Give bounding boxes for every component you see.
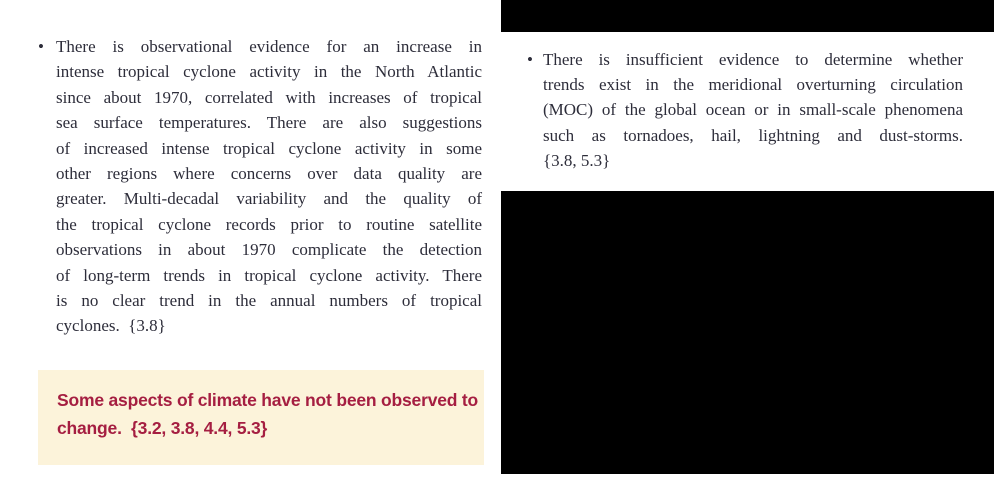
text-line: cyclones. {3.8} [56, 316, 166, 336]
bullet-paragraph-moc-trends: • There is insufficient evidence to dete… [527, 47, 963, 173]
text-line: of increased intense tropical cyclone ac… [56, 138, 482, 158]
bullet-marker: • [527, 50, 533, 69]
bullet-marker: • [38, 37, 44, 56]
text-line: There is observational evidence for an i… [56, 37, 482, 56]
highlight-box-climate-not-observed: Some aspects of climate have not been ob… [38, 370, 484, 465]
text-line: such as tornadoes, hail, lightning and d… [543, 125, 963, 145]
text-line: Some aspects of climate have not been ob… [57, 390, 479, 410]
text-line: intense tropical cyclone activity in the… [56, 62, 482, 82]
redacted-region-top [501, 0, 994, 32]
text-line: greater. Multi-decadal variability and t… [56, 189, 482, 209]
text-line: of long-term trends in tropical cyclone … [56, 265, 482, 285]
redacted-region-bottom [501, 191, 994, 474]
text-line: trends exist in the meridional overturni… [543, 75, 963, 95]
text-line: {3.8, 5.3} [543, 150, 611, 170]
text-line: other regions where concerns over data q… [56, 164, 482, 184]
bullet-paragraph-tropical-cyclones: • There is observational evidence for an… [38, 34, 482, 339]
highlight-box-text: Some aspects of climate have not been ob… [57, 387, 479, 442]
text-line: (MOC) of the global ocean or in small-sc… [543, 100, 963, 120]
text-line: observations in about 1970 complicate th… [56, 240, 482, 260]
text-line: is no clear trend in the annual numbers … [56, 291, 482, 311]
text-line: There is insufficient evidence to determ… [543, 50, 963, 69]
text-line: since about 1970, correlated with increa… [56, 87, 482, 107]
paragraph-text-tropical-cyclones: There is observational evidence for an i… [56, 34, 482, 339]
paragraph-text-moc-trends: There is insufficient evidence to determ… [543, 47, 963, 173]
text-line: sea surface temperatures. There are also… [56, 113, 482, 133]
text-line: the tropical cyclone records prior to ro… [56, 214, 482, 234]
text-line: change. {3.2, 3.8, 4.4, 5.3} [57, 417, 268, 438]
